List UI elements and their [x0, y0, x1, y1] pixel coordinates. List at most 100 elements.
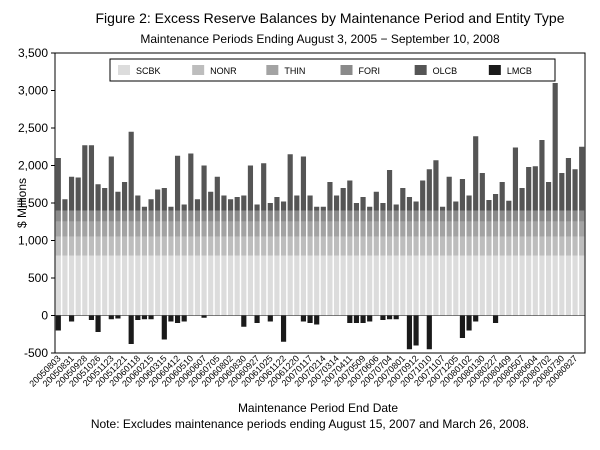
bar-segment — [347, 210, 353, 222]
bar-segment — [194, 255, 201, 316]
bar-segment — [446, 255, 452, 316]
bar-segment — [559, 173, 565, 211]
bar-segment — [307, 195, 313, 211]
bar-segment — [62, 255, 68, 316]
bar-segment — [512, 236, 519, 256]
bar-segment — [499, 236, 505, 256]
bar-segment — [214, 255, 220, 316]
bar-segment — [327, 255, 333, 316]
bar-segment — [300, 255, 307, 316]
bar-segment — [188, 255, 194, 316]
bar-segment — [486, 236, 492, 256]
bar-segment — [572, 210, 578, 222]
bar-segment — [420, 210, 426, 222]
bar-segment — [420, 180, 426, 211]
bar-segment — [174, 315, 181, 323]
bar-segment — [439, 236, 446, 256]
bar-segment — [333, 236, 340, 256]
bar-segment — [426, 255, 432, 316]
bar-segment — [526, 210, 532, 222]
bar-segment — [227, 255, 234, 316]
bar-segment — [208, 210, 214, 222]
bar-segment — [400, 255, 406, 316]
bar-segment — [552, 83, 558, 211]
bar-segment — [68, 221, 75, 237]
bar-segment — [426, 221, 432, 237]
bar-segment — [115, 255, 121, 316]
bar-segment — [386, 315, 393, 320]
bar-segment — [121, 236, 128, 256]
bar-segment — [168, 206, 174, 211]
bar-segment — [453, 221, 459, 237]
bar-segment — [287, 221, 293, 237]
bar-segment — [247, 165, 254, 211]
bar-segment — [221, 210, 227, 222]
bar-segment — [161, 315, 167, 340]
bar-segment — [333, 195, 340, 211]
bar-segment — [274, 210, 280, 222]
bar-segment — [141, 236, 148, 256]
bar-segment — [512, 147, 519, 211]
bar-segment — [320, 221, 326, 237]
bar-segment — [327, 182, 333, 211]
bar-segment — [254, 255, 260, 316]
bar-segment — [367, 210, 373, 222]
bar-segment — [552, 255, 558, 316]
bar-segment — [141, 315, 148, 320]
bar-segment — [128, 255, 134, 316]
bar-segment — [141, 221, 148, 237]
bar-segment — [314, 210, 320, 222]
bar-segment — [201, 255, 207, 316]
bar-segment — [413, 210, 419, 222]
bar-segment — [68, 255, 75, 316]
bar-segment — [181, 221, 187, 237]
bar-segment — [221, 221, 227, 237]
bar-segment — [532, 236, 538, 256]
bar-segment — [174, 155, 181, 211]
bar-segment — [280, 255, 287, 316]
bar-segment — [188, 221, 194, 237]
bar-segment — [380, 210, 386, 222]
bar-segment — [148, 315, 154, 320]
bar-segment — [307, 236, 313, 256]
bar-segment — [108, 255, 114, 316]
bar-segment — [55, 255, 61, 316]
bar-segment — [380, 255, 386, 316]
bar-segment — [386, 210, 393, 222]
bar-segment — [406, 210, 413, 222]
bar-segment — [545, 221, 552, 237]
bar-segment — [439, 206, 446, 211]
bar-segment — [320, 206, 326, 211]
bar-segment — [512, 255, 519, 316]
bar-segment — [95, 210, 101, 222]
bar-segment — [188, 236, 194, 256]
bar-segment — [108, 156, 114, 211]
chart-title: Figure 2: Excess Reserve Balances by Mai… — [96, 10, 565, 26]
bar-segment — [393, 210, 399, 222]
bar-segment — [400, 210, 406, 222]
bar-segment — [519, 221, 525, 237]
bar-segment — [135, 315, 141, 320]
bar-segment — [367, 315, 373, 322]
bar-segment — [307, 255, 313, 316]
bar-segment — [459, 221, 466, 237]
bar-segment — [82, 210, 88, 222]
bar-segment — [439, 255, 446, 316]
bar-segment — [261, 221, 267, 237]
legend-label: SCBK — [136, 66, 161, 76]
bar-segment — [545, 236, 552, 256]
bar-segment — [380, 221, 386, 237]
bar-segment — [446, 236, 452, 256]
bar-segment — [526, 167, 532, 211]
bar-segment — [466, 255, 472, 316]
bar-segment — [261, 210, 267, 222]
bar-segment — [188, 210, 194, 222]
bar-segment — [208, 236, 214, 256]
legend-swatch — [488, 65, 501, 75]
bar-segment — [115, 236, 121, 256]
bar-segment — [135, 195, 141, 211]
bar-segment — [314, 236, 320, 256]
bar-segment — [227, 210, 234, 222]
bar-segment — [373, 236, 379, 256]
bar-segment — [254, 315, 260, 323]
